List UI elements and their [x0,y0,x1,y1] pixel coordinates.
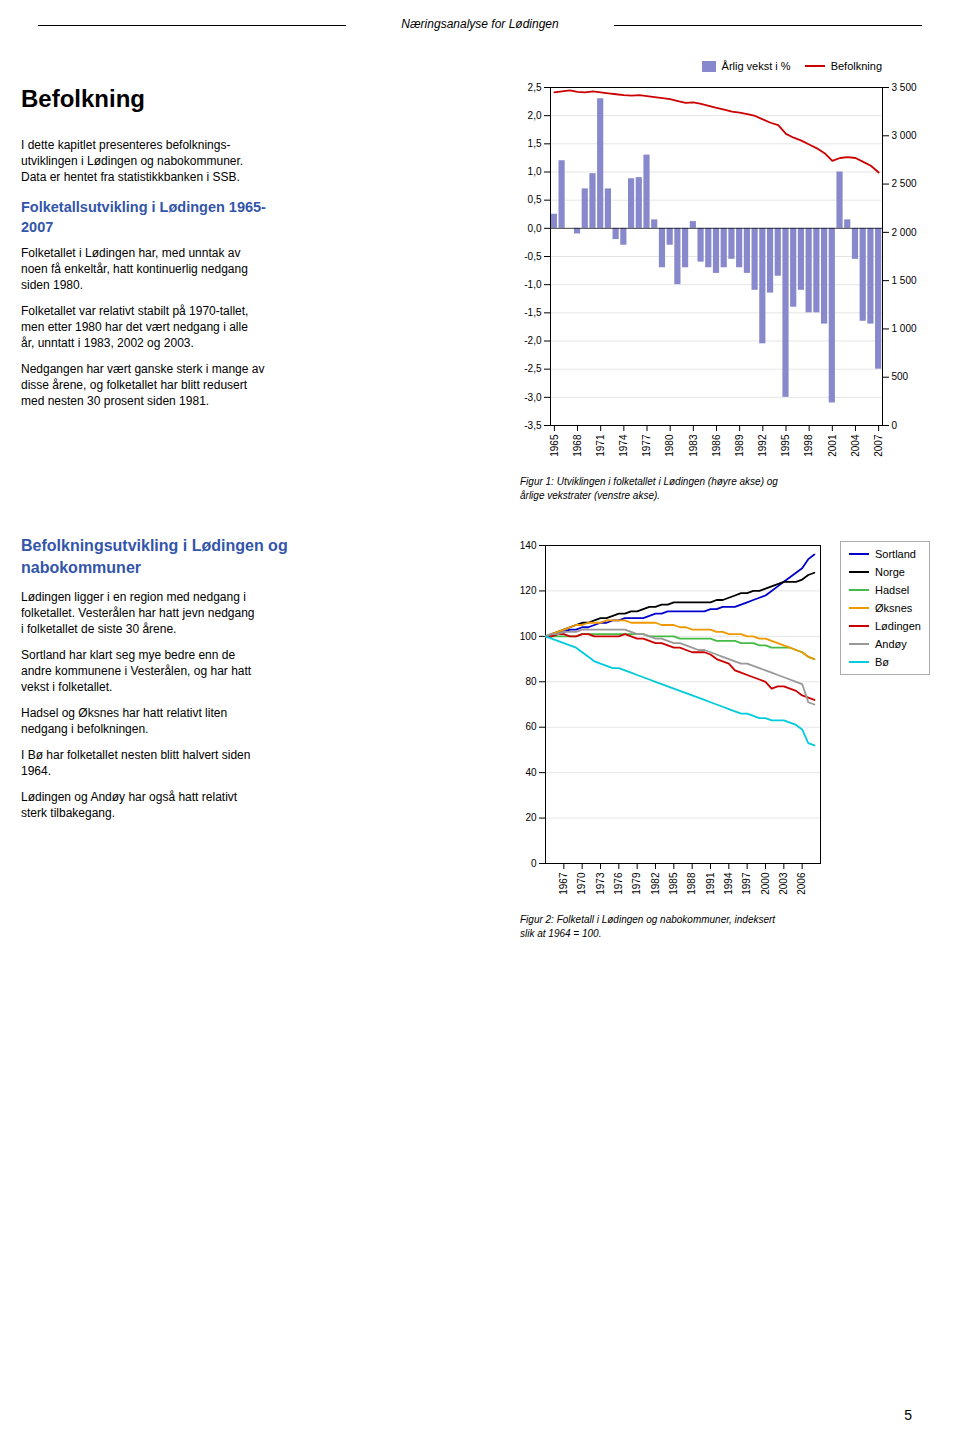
html-text:Bø: Bø [875,656,890,668]
svg-text:-3,5: -3,5 [524,420,542,431]
svg-text:1998: 1998 [803,434,814,457]
svg-text:0: 0 [531,858,537,869]
svg-text:40: 40 [525,767,537,778]
svg-text:2 500: 2 500 [892,178,917,189]
html-text:I dette kapitlet presenteres b: I dette kapitlet presenteres befolknings… [21,138,244,184]
svg-text:1988: 1988 [686,872,697,895]
html-text:Sortland: Sortland [875,548,916,560]
svg-text:1995: 1995 [780,434,791,457]
svg-text:1965: 1965 [549,434,560,457]
svg-text:1968: 1968 [572,434,583,457]
svg-text:60: 60 [525,721,537,732]
svg-text:-1,0: -1,0 [524,279,542,290]
svg-text:-1,5: -1,5 [524,307,542,318]
svg-text:1973: 1973 [595,872,606,895]
html-text:Folketallet i Lødingen har, me: Folketallet i Lødingen har, med unntak a… [21,246,248,292]
svg-text:1977: 1977 [641,434,652,457]
svg-text:2,5: 2,5 [528,82,542,93]
html-text:Hadsel: Hadsel [875,584,910,596]
svg-text:1,0: 1,0 [528,166,542,177]
svg-text:1994: 1994 [723,872,734,895]
svg-text:2,0: 2,0 [528,110,542,121]
svg-text:100: 100 [520,631,537,642]
svg-text:0,5: 0,5 [528,194,542,205]
html-text:Øksnes: Øksnes [875,602,913,614]
svg-text:-3,0: -3,0 [524,392,542,403]
svg-text:2001: 2001 [827,434,838,457]
svg-text:80: 80 [525,676,537,687]
svg-text:3 000: 3 000 [892,130,917,141]
svg-text:1985: 1985 [668,872,679,895]
svg-text:2007: 2007 [873,434,884,457]
html-text:Befolkning: Befolkning [830,60,882,72]
svg-text:2004: 2004 [850,434,861,457]
svg-text:1992: 1992 [757,434,768,457]
svg-text:1971: 1971 [595,434,606,457]
svg-text:1982: 1982 [650,872,661,895]
svg-text:0,0: 0,0 [528,223,542,234]
svg-text:1967: 1967 [558,872,569,895]
html-text:Andøy: Andøy [875,638,907,650]
svg-text:1980: 1980 [664,434,675,457]
html-text:Næringsanalyse for Lødingen: Næringsanalyse for Lødingen [401,17,559,31]
html-text:Lødingen og Andøy har også hat: Lødingen og Andøy har også hatt relativt… [21,790,238,820]
svg-text:1970: 1970 [576,872,587,895]
html-text:Befolkning: Befolkning [21,85,145,112]
html-text:Befolkningsutvikling i Lødinge: Befolkningsutvikling i Lødingen og nabok… [21,537,288,576]
svg-text:20: 20 [525,812,537,823]
svg-text:140: 140 [520,540,537,551]
svg-text:0: 0 [892,420,898,431]
svg-text:-0,5: -0,5 [524,251,542,262]
svg-text:1986: 1986 [711,434,722,457]
svg-text:3 500: 3 500 [892,82,917,93]
svg-text:120: 120 [520,585,537,596]
html-text:Hadsel og Øksnes har hatt rela: Hadsel og Øksnes har hatt relativt liten… [21,706,228,736]
html-text:Lødingen ligger i en region me: Lødingen ligger i en region med nedgang … [21,590,255,636]
html-text:Folketallsutvikling i Lødingen: Folketallsutvikling i Lødingen 1965- 200… [21,199,266,235]
html-text:5: 5 [904,1407,912,1423]
html-text:Nedgangen har vært ganske ster: Nedgangen har vært ganske sterk i mange … [21,362,265,408]
svg-text:1,5: 1,5 [528,138,542,149]
svg-text:-2,0: -2,0 [524,335,542,346]
svg-text:1983: 1983 [688,434,699,457]
svg-text:2000: 2000 [760,872,771,895]
html-text:Årlig vekst i %: Årlig vekst i % [721,60,791,72]
svg-text:1991: 1991 [705,872,716,895]
html-text:Norge: Norge [875,566,905,578]
svg-text:-2,5: -2,5 [524,363,542,374]
svg-text:500: 500 [892,371,909,382]
html-text:Figur 1: Utviklingen i folketa: Figur 1: Utviklingen i folketallet i Lød… [520,476,778,501]
html-text:Lødingen: Lødingen [875,620,921,632]
svg-text:1997: 1997 [741,872,752,895]
svg-text:2 000: 2 000 [892,227,917,238]
html-text:Figur 2: Folketall i Lødingen: Figur 2: Folketall i Lødingen og nabokom… [520,914,776,939]
svg-text:2006: 2006 [796,872,807,895]
svg-text:2003: 2003 [778,872,789,895]
html-text:Sortland har klart seg mye bed: Sortland har klart seg mye bedre enn de … [21,648,252,694]
html-text:Folketallet var relativt stabi: Folketallet var relativt stabilt på 1970… [21,304,249,350]
svg-text:1 000: 1 000 [892,323,917,334]
svg-text:1989: 1989 [734,434,745,457]
svg-text:1979: 1979 [631,872,642,895]
html-text:I Bø har folketallet nesten bl: I Bø har folketallet nesten blitt halver… [21,748,251,778]
svg-text:1 500: 1 500 [892,275,917,286]
svg-text:1976: 1976 [613,872,624,895]
svg-text:1974: 1974 [618,434,629,457]
